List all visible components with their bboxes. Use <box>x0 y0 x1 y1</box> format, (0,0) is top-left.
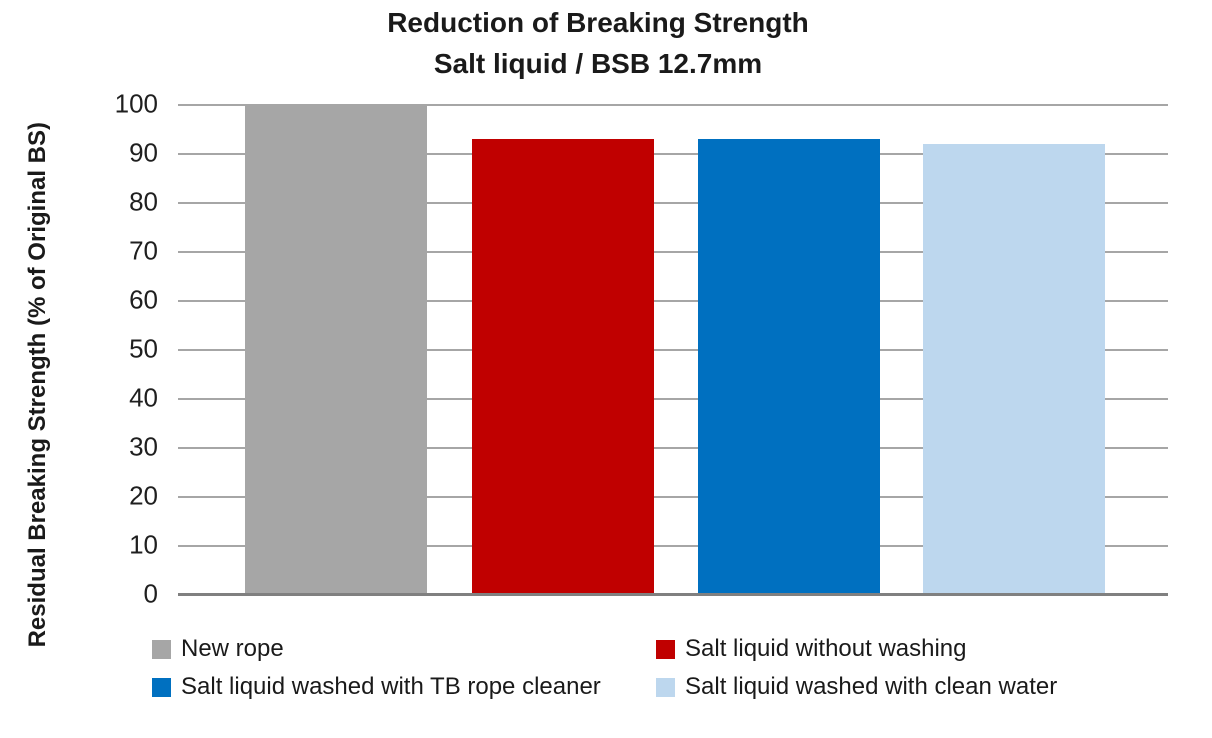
legend-label: Salt liquid without washing <box>685 635 967 662</box>
y-tick-label-10: 10 <box>129 529 158 560</box>
bar-0-new-rope <box>245 105 427 595</box>
y-axis-tick-labels: 0 10 20 30 40 50 60 70 80 90 100 <box>0 88 158 608</box>
chart-title-line1: Reduction of Breaking Strength <box>387 7 809 38</box>
y-tick-label-40: 40 <box>129 382 158 413</box>
y-tick-label-80: 80 <box>129 186 158 217</box>
bar-2-salt-liquid-washed-with-tb-rope-cleaner <box>698 139 880 595</box>
legend-swatch-icon <box>656 639 675 659</box>
y-tick-label-90: 90 <box>129 137 158 168</box>
y-tick-label-20: 20 <box>129 480 158 511</box>
gridline-20 <box>178 496 1168 498</box>
gridline-90 <box>178 153 1168 155</box>
x-axis-line <box>178 593 1168 596</box>
legend-swatch-icon <box>656 677 675 697</box>
gridline-80 <box>178 202 1168 204</box>
legend-item-3: Salt liquid washed with clean water <box>656 671 1057 702</box>
y-tick-label-0: 0 <box>143 578 158 609</box>
y-tick-label-30: 30 <box>129 431 158 462</box>
gridline-50 <box>178 349 1168 351</box>
legend-label: Salt liquid washed with TB rope cleaner <box>181 673 601 700</box>
legend-item-2: Salt liquid washed with TB rope cleaner <box>152 671 656 702</box>
gridline-30 <box>178 447 1168 449</box>
plot-area <box>178 104 1168 596</box>
y-tick-label-50: 50 <box>129 333 158 364</box>
gridline-40 <box>178 398 1168 400</box>
legend: New rope Salt liquid without washing Salt … <box>152 633 1057 702</box>
legend-label: Salt liquid washed with clean water <box>685 673 1058 700</box>
legend-item-1: Salt liquid without washing <box>656 633 1057 664</box>
legend-swatch-icon <box>152 677 171 697</box>
y-tick-label-70: 70 <box>129 235 158 266</box>
gridline-100 <box>178 104 1168 106</box>
gridline-10 <box>178 545 1168 547</box>
bar-3-salt-liquid-washed-with-clean-water <box>923 144 1105 595</box>
chart-title-line2: Salt liquid / BSB 12.7mm <box>433 48 763 79</box>
y-tick-label-100: 100 <box>114 88 158 119</box>
chart-title: Reduction of Breaking Strength Salt liqu… <box>0 2 1196 84</box>
legend-swatch-icon <box>152 639 171 659</box>
y-tick-label-60: 60 <box>129 284 158 315</box>
legend-item-0: New rope <box>152 633 656 664</box>
gridline-70 <box>178 251 1168 253</box>
legend-label: New rope <box>181 635 284 662</box>
gridline-60 <box>178 300 1168 302</box>
bar-1-salt-liquid-without-washing <box>472 139 654 595</box>
